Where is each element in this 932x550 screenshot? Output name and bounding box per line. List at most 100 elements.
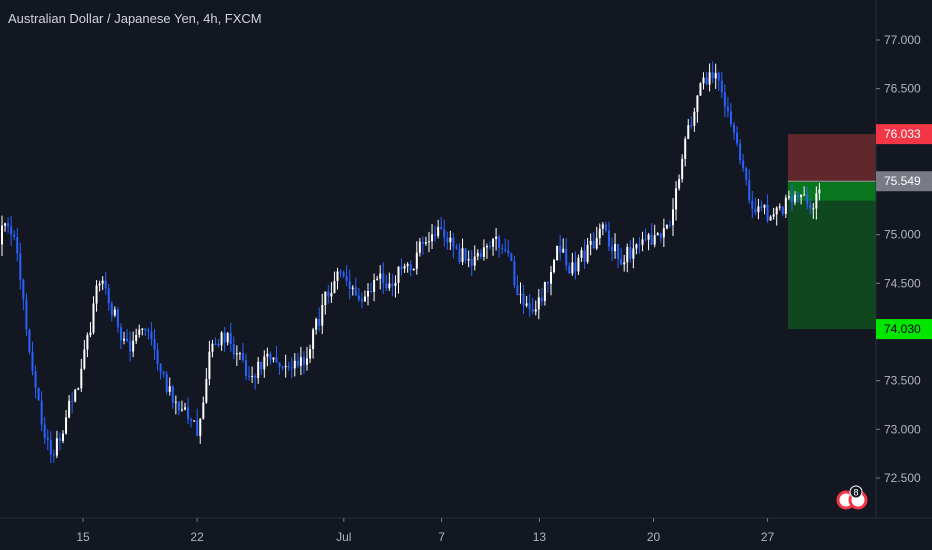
candle	[565, 237, 568, 271]
candle	[449, 230, 452, 251]
stop-price-tag[interactable]: 76.033	[876, 124, 932, 145]
candle	[153, 329, 156, 360]
candle	[580, 247, 583, 262]
candle	[174, 395, 177, 415]
candle	[647, 232, 650, 251]
candle	[333, 271, 336, 294]
candle	[406, 262, 409, 273]
candle	[348, 269, 351, 300]
candle	[708, 63, 711, 92]
candle	[617, 243, 620, 268]
candle	[498, 234, 501, 258]
candle	[315, 317, 318, 335]
candle	[415, 241, 418, 275]
candle	[620, 247, 623, 266]
candle	[241, 343, 244, 363]
candle	[757, 198, 760, 220]
candle	[626, 243, 629, 273]
price-scale[interactable]: 77.00076.50076.00075.50075.00074.50074.0…	[875, 0, 932, 518]
candle	[95, 280, 98, 312]
time-tick-label: 27	[761, 530, 775, 544]
candle	[394, 275, 397, 298]
price-tick-label: 73.000	[884, 422, 921, 436]
candle	[431, 224, 434, 250]
take-profit-zone[interactable]	[787, 181, 876, 330]
candle	[318, 307, 321, 332]
candle	[7, 217, 10, 234]
candle	[52, 449, 55, 463]
candle	[446, 231, 449, 250]
candle	[485, 243, 488, 259]
candle	[476, 249, 479, 261]
candle	[302, 351, 305, 375]
price-tick-label: 72.500	[884, 471, 921, 485]
stop-loss-zone[interactable]	[787, 134, 876, 182]
candle	[287, 361, 290, 372]
candle	[553, 258, 556, 274]
candle	[794, 191, 796, 206]
time-tick-label: Jul	[336, 530, 351, 544]
candle	[171, 385, 174, 409]
candle	[623, 254, 626, 272]
entry-price-tag[interactable]: 75.549	[876, 171, 932, 192]
candle	[132, 331, 135, 358]
candle	[525, 295, 528, 308]
candle	[226, 331, 229, 346]
candle	[385, 274, 388, 292]
time-tick-label: 15	[76, 530, 90, 544]
candle	[775, 206, 778, 226]
candle	[696, 94, 699, 123]
candle	[321, 293, 324, 335]
candle	[80, 358, 83, 392]
candle	[644, 228, 647, 242]
candle	[373, 273, 376, 302]
candle	[217, 339, 220, 348]
candle	[309, 344, 312, 364]
candle	[324, 291, 327, 315]
candle	[92, 296, 95, 335]
candle	[126, 328, 129, 343]
candle	[266, 347, 269, 367]
candle	[312, 327, 315, 359]
candle	[513, 255, 516, 289]
candle	[562, 238, 565, 254]
candle	[330, 282, 333, 303]
candle	[574, 251, 577, 280]
candle	[592, 232, 595, 249]
candle	[77, 387, 80, 391]
candle	[577, 254, 580, 275]
candle	[168, 377, 171, 396]
candle	[733, 122, 735, 140]
target-price-tag[interactable]: 74.030	[876, 319, 932, 340]
candle	[159, 362, 162, 380]
candle	[245, 353, 247, 381]
events-badge[interactable]: 8	[836, 485, 868, 510]
candle	[28, 328, 31, 355]
candle	[556, 245, 559, 261]
candle	[537, 288, 540, 320]
short-position-tool[interactable]	[787, 134, 876, 330]
candle	[611, 237, 613, 261]
chart-title: Australian Dollar / Japanese Yen, 4h, FX…	[8, 11, 262, 26]
candle	[736, 126, 739, 147]
candle	[284, 354, 287, 378]
candle	[162, 370, 165, 378]
candle	[141, 327, 144, 336]
candle	[144, 327, 147, 337]
candle	[1, 215, 3, 256]
candle	[571, 252, 574, 276]
candle	[257, 356, 260, 384]
candle	[412, 268, 415, 271]
candle	[238, 351, 241, 361]
candle	[299, 346, 302, 376]
candle	[98, 280, 101, 292]
time-scale[interactable]: 15 22 Jul 7 13 20 27	[0, 517, 932, 544]
candle	[229, 322, 232, 352]
candle	[641, 231, 644, 252]
badge-count-bubble	[849, 485, 863, 499]
candle	[742, 154, 745, 172]
candle	[235, 345, 238, 366]
candle	[46, 429, 49, 451]
